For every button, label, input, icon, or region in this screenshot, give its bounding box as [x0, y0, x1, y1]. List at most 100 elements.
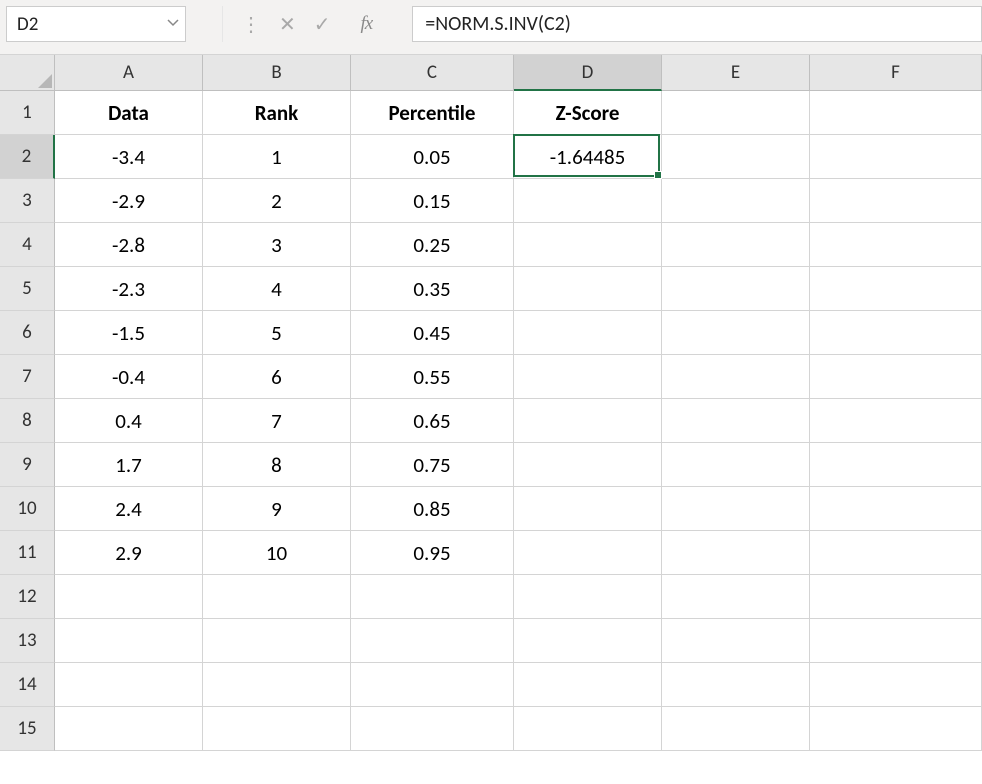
cell-E5[interactable] [662, 267, 810, 311]
cell-B8[interactable]: 7 [203, 399, 351, 443]
cell-F3[interactable] [810, 179, 982, 223]
cell-A12[interactable] [55, 575, 203, 619]
cell-E3[interactable] [662, 179, 810, 223]
cell-F11[interactable] [810, 531, 982, 575]
enter-icon[interactable]: ✓ [314, 12, 331, 37]
cell-A6[interactable]: -1.5 [55, 311, 203, 355]
cell-E1[interactable] [662, 91, 810, 135]
cell-D11[interactable] [514, 531, 662, 575]
cell-C10[interactable]: 0.85 [351, 487, 514, 531]
cell-E9[interactable] [662, 443, 810, 487]
cell-B1[interactable]: Rank [203, 91, 351, 135]
cell-D12[interactable] [514, 575, 662, 619]
cell-F15[interactable] [810, 707, 982, 751]
cell-F4[interactable] [810, 223, 982, 267]
cell-A3[interactable]: -2.9 [55, 179, 203, 223]
cell-D10[interactable] [514, 487, 662, 531]
cell-B13[interactable] [203, 619, 351, 663]
cancel-icon[interactable]: ✕ [279, 12, 296, 37]
cell-D13[interactable] [514, 619, 662, 663]
cell-F1[interactable] [810, 91, 982, 135]
cell-E7[interactable] [662, 355, 810, 399]
cell-A4[interactable]: -2.8 [55, 223, 203, 267]
cell-E6[interactable] [662, 311, 810, 355]
cell-B15[interactable] [203, 707, 351, 751]
spreadsheet-grid[interactable]: ABCDEF 1DataRankPercentileZ-Score2-3.410… [0, 54, 982, 751]
cell-D6[interactable] [514, 311, 662, 355]
column-header-d[interactable]: D [514, 55, 662, 91]
cell-C4[interactable]: 0.25 [351, 223, 514, 267]
row-header-8[interactable]: 8 [0, 399, 55, 443]
cell-C5[interactable]: 0.35 [351, 267, 514, 311]
cell-B2[interactable]: 1 [203, 135, 351, 179]
cell-F5[interactable] [810, 267, 982, 311]
row-header-12[interactable]: 12 [0, 575, 55, 619]
row-header-9[interactable]: 9 [0, 443, 55, 487]
cell-D7[interactable] [514, 355, 662, 399]
cell-C11[interactable]: 0.95 [351, 531, 514, 575]
cell-C6[interactable]: 0.45 [351, 311, 514, 355]
cell-E2[interactable] [662, 135, 810, 179]
row-header-13[interactable]: 13 [0, 619, 55, 663]
cell-F10[interactable] [810, 487, 982, 531]
cell-C1[interactable]: Percentile [351, 91, 514, 135]
cell-D3[interactable] [514, 179, 662, 223]
cell-B10[interactable]: 9 [203, 487, 351, 531]
cell-A1[interactable]: Data [55, 91, 203, 135]
row-header-1[interactable]: 1 [0, 91, 55, 135]
cell-B9[interactable]: 8 [203, 443, 351, 487]
cell-E10[interactable] [662, 487, 810, 531]
cell-D9[interactable] [514, 443, 662, 487]
column-header-f[interactable]: F [810, 55, 982, 91]
row-header-3[interactable]: 3 [0, 179, 55, 223]
cell-D1[interactable]: Z-Score [514, 91, 662, 135]
cell-C12[interactable] [351, 575, 514, 619]
column-header-c[interactable]: C [351, 55, 514, 91]
cell-F6[interactable] [810, 311, 982, 355]
name-box[interactable]: D2 [6, 6, 186, 42]
cell-A14[interactable] [55, 663, 203, 707]
cell-F2[interactable] [810, 135, 982, 179]
cell-E15[interactable] [662, 707, 810, 751]
formula-dots-icon[interactable]: ⋮ [241, 12, 261, 37]
cell-C15[interactable] [351, 707, 514, 751]
cell-D15[interactable] [514, 707, 662, 751]
row-header-2[interactable]: 2 [0, 135, 55, 179]
row-header-4[interactable]: 4 [0, 223, 55, 267]
select-all-corner[interactable] [0, 55, 55, 91]
cell-E12[interactable] [662, 575, 810, 619]
cell-D8[interactable] [514, 399, 662, 443]
row-header-15[interactable]: 15 [0, 707, 55, 751]
cell-C8[interactable]: 0.65 [351, 399, 514, 443]
cell-C14[interactable] [351, 663, 514, 707]
cell-B14[interactable] [203, 663, 351, 707]
cell-C2[interactable]: 0.05 [351, 135, 514, 179]
cell-B4[interactable]: 3 [203, 223, 351, 267]
cell-D2[interactable]: -1.64485 [514, 135, 662, 179]
row-header-6[interactable]: 6 [0, 311, 55, 355]
cell-D4[interactable] [514, 223, 662, 267]
cell-E13[interactable] [662, 619, 810, 663]
cell-A8[interactable]: 0.4 [55, 399, 203, 443]
column-header-e[interactable]: E [662, 55, 810, 91]
cell-A9[interactable]: 1.7 [55, 443, 203, 487]
formula-input[interactable]: =NORM.S.INV(C2) [412, 6, 982, 42]
name-box-dropdown-icon[interactable] [167, 17, 179, 31]
cell-A7[interactable]: -0.4 [55, 355, 203, 399]
column-header-b[interactable]: B [203, 55, 351, 91]
fx-icon[interactable]: fx [361, 13, 373, 35]
cell-A10[interactable]: 2.4 [55, 487, 203, 531]
cell-E8[interactable] [662, 399, 810, 443]
cell-A15[interactable] [55, 707, 203, 751]
cell-A11[interactable]: 2.9 [55, 531, 203, 575]
cell-E11[interactable] [662, 531, 810, 575]
row-header-7[interactable]: 7 [0, 355, 55, 399]
row-header-14[interactable]: 14 [0, 663, 55, 707]
cell-B5[interactable]: 4 [203, 267, 351, 311]
cell-C9[interactable]: 0.75 [351, 443, 514, 487]
cell-F14[interactable] [810, 663, 982, 707]
cell-F8[interactable] [810, 399, 982, 443]
row-header-10[interactable]: 10 [0, 487, 55, 531]
row-header-5[interactable]: 5 [0, 267, 55, 311]
cell-A5[interactable]: -2.3 [55, 267, 203, 311]
